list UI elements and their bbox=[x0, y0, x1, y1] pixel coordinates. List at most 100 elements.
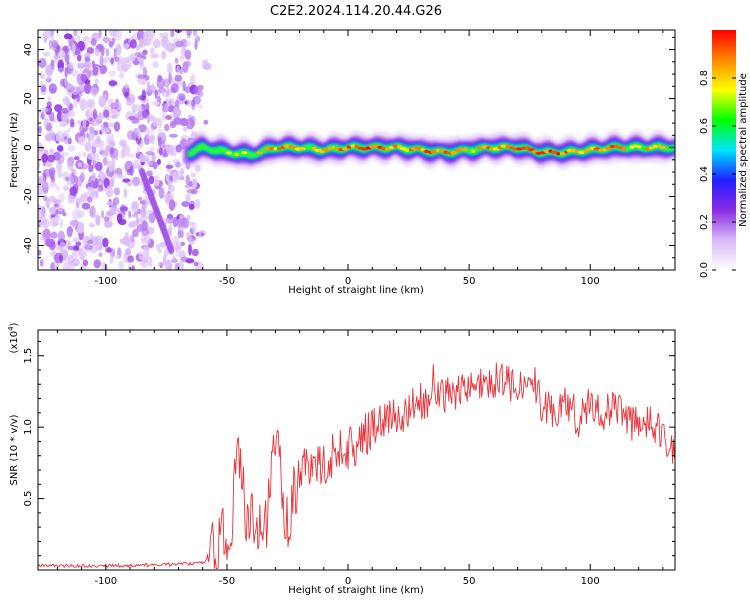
ridge-hotspot bbox=[342, 147, 349, 151]
noise-blob bbox=[165, 115, 173, 120]
snr-y-tick-label: 1.5 bbox=[23, 348, 34, 364]
noise-blob bbox=[109, 207, 117, 213]
noise-blob bbox=[49, 111, 55, 122]
noise-blob bbox=[152, 101, 160, 106]
noise-blob bbox=[89, 87, 99, 96]
noise-blob bbox=[116, 173, 125, 179]
noise-blob bbox=[74, 47, 81, 56]
noise-blob bbox=[86, 99, 96, 108]
spectrogram-y-tick-label: 0 bbox=[23, 144, 34, 150]
ridge-hotspot bbox=[234, 152, 239, 157]
noise-blob bbox=[131, 265, 136, 270]
noise-blob bbox=[56, 111, 63, 122]
noise-blob bbox=[57, 67, 65, 72]
noise-blob bbox=[108, 80, 118, 87]
ridge-hotspot bbox=[614, 144, 619, 148]
ridge-hotspot bbox=[327, 146, 332, 150]
noise-blob bbox=[173, 117, 183, 125]
noise-blob bbox=[86, 152, 96, 160]
ridge-hotspot bbox=[527, 148, 535, 152]
noise-blob bbox=[62, 97, 67, 103]
noise-blob bbox=[42, 51, 51, 57]
noise-blob bbox=[137, 52, 146, 59]
ridge-hotspot bbox=[384, 147, 391, 151]
noise-blob bbox=[63, 151, 69, 157]
noise-blob bbox=[138, 95, 146, 101]
noise-blob bbox=[180, 241, 185, 246]
spectral-ridge-layer bbox=[183, 129, 675, 171]
noise-blob bbox=[126, 181, 133, 187]
ridge-hotspot bbox=[455, 149, 460, 153]
noise-blob bbox=[59, 121, 68, 127]
colorbar: 0.0 0.2 0.4 0.6 0.8 Normalized spectral ampl… bbox=[699, 30, 749, 278]
noise-blob bbox=[132, 228, 139, 238]
noise-blob bbox=[88, 164, 94, 173]
ridge-hotspot bbox=[443, 150, 449, 154]
noise-blob bbox=[185, 41, 191, 46]
noise-blob bbox=[91, 172, 96, 182]
noise-blob bbox=[101, 210, 105, 219]
snr-x-tick-label: 50 bbox=[463, 576, 476, 587]
noise-blob bbox=[116, 254, 120, 260]
noise-blob bbox=[59, 192, 65, 203]
noise-blob bbox=[106, 160, 113, 167]
noise-blob bbox=[157, 158, 161, 165]
noise-blob bbox=[164, 123, 170, 132]
noise-blob bbox=[149, 134, 156, 145]
noise-blob bbox=[170, 83, 179, 94]
ridge-hotspot bbox=[321, 148, 330, 152]
noise-blob bbox=[69, 186, 78, 196]
spectrogram-y-tick-label: -40 bbox=[23, 237, 34, 253]
noise-blob bbox=[126, 130, 136, 141]
noise-blob bbox=[193, 261, 199, 267]
noise-blob bbox=[50, 217, 58, 228]
colorbar-tick-label: 0.8 bbox=[699, 70, 710, 86]
noise-blob bbox=[187, 234, 192, 244]
noise-blob bbox=[45, 64, 54, 77]
noise-blob bbox=[198, 230, 202, 239]
noise-blob bbox=[125, 100, 133, 107]
noise-blob bbox=[176, 175, 183, 181]
noise-blob bbox=[57, 230, 65, 243]
noise-blob bbox=[143, 234, 151, 246]
noise-blob bbox=[44, 160, 53, 168]
noise-blob bbox=[154, 89, 158, 100]
noise-blob bbox=[103, 109, 110, 118]
noise-blob bbox=[182, 80, 186, 92]
noise-blob bbox=[113, 187, 120, 196]
ridge-hotspot bbox=[459, 147, 464, 151]
ridge-hotspot bbox=[420, 148, 425, 152]
noise-blob bbox=[93, 207, 97, 219]
noise-blob bbox=[176, 65, 180, 72]
ridge-hotspot bbox=[450, 151, 457, 155]
noise-blob bbox=[50, 231, 58, 239]
noise-blob bbox=[56, 145, 64, 152]
ridge-hotspot bbox=[404, 148, 410, 152]
noise-blob bbox=[198, 104, 203, 109]
noise-blob bbox=[165, 89, 173, 95]
noise-blob bbox=[84, 244, 93, 251]
noise-blob bbox=[43, 195, 48, 202]
noise-blob bbox=[69, 118, 75, 128]
noise-blob bbox=[141, 79, 147, 86]
ridge-hotspot bbox=[633, 144, 639, 148]
noise-blob bbox=[40, 236, 47, 241]
spectrogram-y-tick-label: 0 bbox=[23, 144, 34, 150]
noise-blob bbox=[80, 73, 87, 82]
noise-blob bbox=[148, 256, 153, 268]
noise-blob bbox=[91, 118, 100, 127]
noise-blob bbox=[79, 100, 87, 112]
noise-blob bbox=[65, 97, 70, 108]
spectrogram-x-tick-label: -50 bbox=[219, 276, 235, 287]
snr-x-tick-label: 0 bbox=[345, 576, 351, 587]
noise-blob bbox=[75, 175, 78, 186]
noise-blob bbox=[102, 237, 109, 248]
noise-blob bbox=[99, 55, 104, 67]
noise-blob bbox=[170, 30, 175, 38]
snr-line-layer bbox=[38, 362, 675, 570]
noise-blob bbox=[146, 128, 150, 140]
noise-blob bbox=[73, 156, 80, 161]
noise-blob bbox=[191, 248, 199, 257]
noise-blob bbox=[123, 188, 127, 198]
snr-series-line bbox=[38, 362, 675, 570]
